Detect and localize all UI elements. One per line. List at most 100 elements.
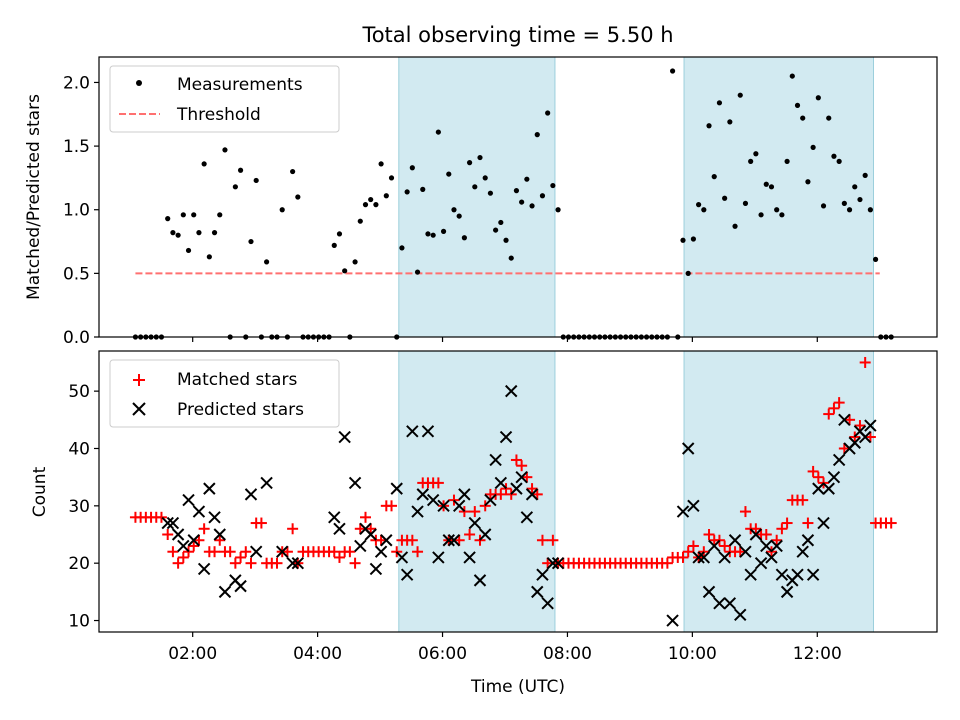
bot-y-tick-label: 20 [68, 554, 90, 574]
matched-star-marker [864, 431, 876, 443]
x-axis-label: Time (UTC) [470, 677, 565, 697]
predicted-star-marker [364, 528, 377, 541]
measurement-point [456, 213, 462, 219]
predicted-star-marker [437, 499, 450, 513]
predicted-star-marker [447, 534, 461, 547]
measurement-point [414, 269, 421, 275]
measurement-point [768, 184, 775, 190]
measurement-point [264, 259, 270, 265]
measurement-point [253, 177, 259, 184]
legend-label-measurements: Measurements [177, 75, 303, 95]
predicted-star-marker [286, 556, 299, 570]
measurement-point [805, 179, 811, 185]
matched-star-marker [807, 465, 819, 477]
predicted-star-marker [666, 614, 679, 627]
legend-marker-matched [133, 374, 145, 386]
predicted-star-marker [546, 556, 560, 570]
predicted-star-marker [702, 585, 716, 599]
top-shaded-intervals [398, 56, 874, 338]
predicted-star-marker [442, 534, 455, 547]
x-tick-label: 06:00 [418, 644, 467, 664]
measurement-point [362, 202, 369, 208]
measurement-point [222, 147, 228, 153]
top-y-ticks: 0.0 0.5 1.0 1.5 2.0 [63, 73, 99, 348]
predicted-star-marker [458, 488, 471, 501]
measurement-point [425, 231, 431, 237]
measurement-point [420, 186, 426, 192]
top-y-tick-label: 0.0 [63, 328, 90, 348]
predicted-star-marker [249, 545, 263, 558]
predicted-star-marker [177, 539, 190, 553]
matched-star-marker [209, 546, 221, 558]
predicted-star-marker [812, 482, 825, 495]
predicted-star-marker [374, 545, 388, 558]
measurement-point [794, 102, 801, 108]
measurement-point [472, 184, 478, 190]
matched-star-marker [547, 534, 559, 546]
predicted-star-marker [338, 430, 351, 444]
predicted-star-marker [234, 579, 247, 593]
predicted-star-marker [473, 574, 487, 587]
predicted-star-marker [718, 551, 731, 564]
matched-star-marker [719, 540, 731, 552]
predicted-star-marker [697, 551, 711, 564]
predicted-star-marker [369, 562, 383, 576]
measurement-point [466, 160, 473, 166]
measurement-point [742, 200, 749, 206]
predicted-star-marker [354, 539, 367, 553]
predicted-star-marker [744, 568, 757, 581]
bot-y-tick-label: 10 [68, 612, 90, 632]
measurement-point [872, 256, 879, 262]
predicted-star-marker [479, 528, 492, 541]
predicted-star-marker [380, 534, 393, 547]
measurement-point [352, 259, 358, 265]
predicted-star-marker [489, 453, 502, 467]
predicted-star-marker [171, 528, 185, 541]
x-tick-label: 02:00 [168, 644, 217, 664]
matched-star-marker [521, 471, 533, 483]
predicted-star-marker [754, 556, 768, 570]
predicted-star-marker [848, 436, 861, 449]
predicted-star-marker [166, 516, 180, 530]
measurement-point [487, 190, 494, 196]
legend-marker-measurements [136, 80, 142, 86]
measurement-point [440, 228, 447, 234]
predicted-star-marker [203, 482, 216, 495]
measurement-point [217, 212, 223, 218]
measurement-point [706, 123, 712, 129]
matched-star-marker [838, 442, 850, 454]
top-x-ticks [192, 337, 818, 342]
measurement-point [831, 153, 837, 159]
matched-star-marker [854, 420, 866, 432]
measurement-point [857, 196, 863, 203]
matched-star-marker [406, 534, 418, 546]
predicted-star-marker [775, 568, 789, 581]
matched-star-marker [885, 517, 897, 529]
measurement-point [690, 236, 697, 242]
measurement-point [248, 238, 254, 245]
matched-star-marker [750, 523, 762, 535]
matched-star-marker [162, 529, 174, 541]
bottom-y-ticks: 10 20 30 40 50 [68, 382, 99, 632]
predicted-star-marker [333, 522, 346, 535]
matched-star-marker [682, 546, 694, 558]
predicted-star-marker [838, 413, 851, 427]
predicted-star-marker [676, 505, 690, 518]
predicted-star-marker [858, 430, 872, 444]
matched-star-marker [432, 477, 444, 489]
measurement-point [555, 207, 561, 213]
measurement-point [701, 207, 707, 213]
matched-star-marker [536, 534, 548, 546]
predicted-star-marker [218, 585, 232, 599]
legend-label-predicted: Predicted stars [177, 400, 304, 420]
predicted-star-marker [520, 511, 534, 524]
predicted-star-marker [536, 568, 549, 581]
measurement-point [232, 184, 238, 190]
matched-star-marker [797, 494, 809, 506]
matched-star-marker [531, 488, 543, 500]
bottom-shaded-intervals [398, 350, 874, 633]
predicted-star-marker [416, 488, 429, 501]
shaded-interval-1 [683, 350, 874, 633]
measurement-point [331, 242, 337, 248]
bot-y-tick-label: 30 [68, 497, 90, 517]
